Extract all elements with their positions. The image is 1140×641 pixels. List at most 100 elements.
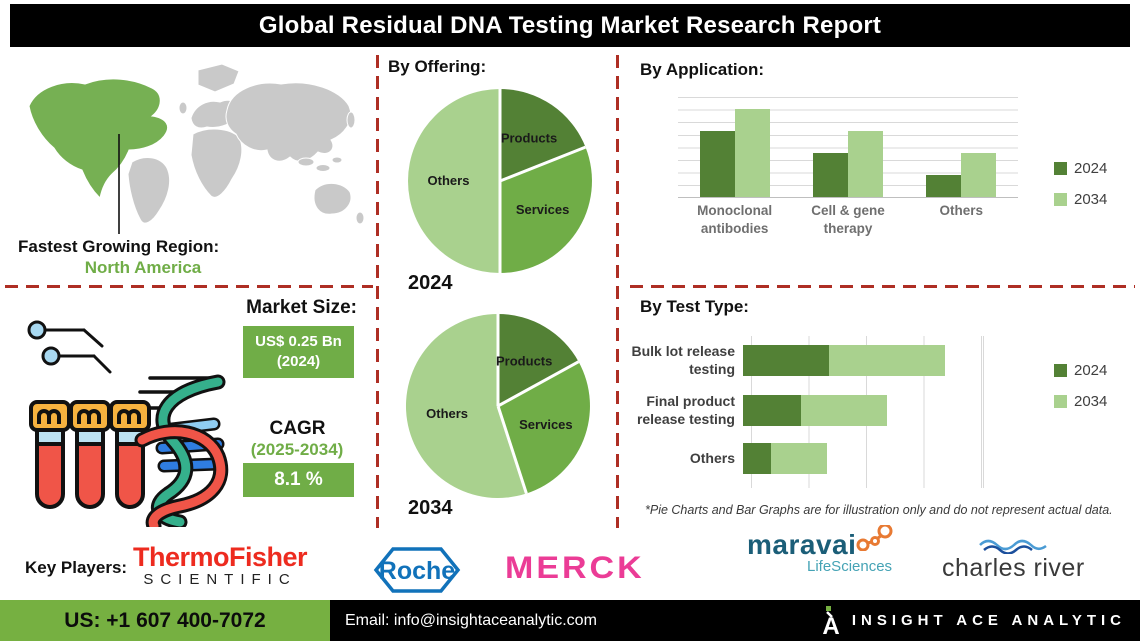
logo-thermo-fisher: ThermoFisher SCIENTIFIC [133,542,308,588]
pie-chart-2024: Products Services Others [408,89,592,273]
test-type-row: Others [628,443,983,474]
pie-year-2034: 2034 [408,497,453,519]
cagr-value-box: 8.1 % [243,463,354,497]
divider-vertical-1 [376,55,379,528]
insight-ace-logo-icon: A [822,605,839,636]
bar-track [743,395,975,426]
pie-year-2024: 2024 [408,272,453,294]
legend-label: 2034 [1074,191,1108,208]
legend-label: 2024 [1074,362,1108,379]
bar-segment-2024 [743,345,829,376]
key-players-label: Key Players: [25,558,128,577]
pie-slice-label: Products [501,130,557,145]
charles-river-waves-icon [979,539,1048,554]
test-type-legend: 2024 2034 [1054,362,1107,410]
pie-slice-label: Others [428,173,470,188]
application-legend: 2024 2034 [1054,160,1107,208]
category-label: Final product release testing [636,393,735,427]
category-label: Cell & gene therapy [811,203,885,236]
logo-charles-river: charles river [942,538,1085,583]
bar-group [926,97,997,197]
pie-slice-others [408,89,500,273]
application-heading: By Application: [640,60,765,79]
bar-2024 [926,175,962,197]
pie-slice-label: Services [519,417,573,432]
category-label: Others [939,203,984,218]
bar-segment-2024 [743,395,801,426]
bar-2034 [734,109,770,197]
bar-segment-2034 [801,395,887,426]
logo-merck: MERCK [505,550,645,586]
pie-slice-label: Products [496,354,552,369]
divider-right-horizontal [630,285,1135,288]
test-tubes [29,400,151,509]
pie-slice-label: Others [426,406,468,421]
bar-track [743,345,975,376]
market-size-year: (2024) [276,353,321,370]
logo-maravai: maravai LifeSciences [747,525,893,575]
legend-item-2024: 2024 [1054,160,1107,177]
legend-swatch [1054,364,1067,377]
test-type-bar-chart: Bulk lot release testing Final product re… [628,343,983,489]
dna-testtubes-illustration [27,320,229,527]
category-label: Others [689,449,735,466]
pie-slice-label: Services [516,202,570,217]
bar-track [743,443,975,474]
divider-vertical-2 [616,55,619,528]
bar-2034 [847,131,883,197]
legend-swatch [1054,395,1067,408]
test-type-row: Bulk lot release testing [628,343,983,378]
logo-roche: Roche [373,547,461,593]
test-type-heading: By Test Type: [640,297,749,316]
application-bar-chart [678,97,1018,198]
brand-lockup: A INSIGHT ACE ANALYTIC [820,600,1126,641]
phone-number[interactable]: US: +1 607 400-7072 [64,608,266,632]
dna-helix [134,374,229,527]
market-size-value: US$ 0.25 Bn [255,332,342,350]
world-map [28,63,365,234]
pie-slice-products [498,314,579,406]
divider-left-horizontal [5,285,373,288]
cagr-period: (2025-2034) [250,440,344,459]
market-size-value-box: US$ 0.25 Bn (2024) [243,326,354,378]
market-size-heading: Market Size: [246,297,357,318]
page-title: Global Residual DNA Testing Market Resea… [258,11,882,39]
legend-item-2034: 2034 [1054,191,1107,208]
title-bar: Global Residual DNA Testing Market Resea… [10,4,1130,47]
category-label: Monoclonal antibodies [697,203,773,236]
bar-2024 [812,153,848,197]
bar-group [699,97,770,197]
map-north-america [28,78,168,200]
legend-label: 2034 [1074,393,1108,410]
bar-2034 [961,153,997,197]
legend-item-2034: 2034 [1054,393,1107,410]
offering-heading: By Offering: [388,57,487,76]
bar-2024 [699,131,735,197]
bar-group [812,97,883,197]
pie-chart-2034: Products Services Others [405,314,590,498]
region-value: North America [84,258,202,277]
thermo-scientific: SCIENTIFIC [143,571,297,588]
legend-item-2024: 2024 [1054,362,1107,379]
maravai-molecule-icon [856,525,893,551]
email-address[interactable]: Email: info@insightaceanalytic.com [345,611,597,629]
test-type-row: Final product release testing [628,393,983,428]
maravai-wordmark: maravai [747,529,857,560]
legend-swatch [1054,162,1067,175]
bar-segment-2034 [770,443,827,474]
pie-slice-services [500,147,592,273]
legend-swatch [1054,193,1067,206]
category-label: Bulk lot release testing [631,343,736,377]
svg-text:A: A [822,613,839,636]
bar-segment-2024 [743,443,771,474]
bar-segment-2034 [828,345,945,376]
brand-name: INSIGHT ACE ANALYTIC [851,612,1126,629]
pie-slice-others [405,314,527,498]
application-categories: Monoclonal antibodies Cell & gene therapy… [678,202,1018,237]
charles-river-wordmark: charles river [942,554,1085,582]
legend-label: 2024 [1074,160,1108,177]
maravai-lifesciences: LifeSciences [807,558,893,575]
pie-slice-products [500,89,586,181]
thermo-wordmark: ThermoFisher [133,542,308,572]
